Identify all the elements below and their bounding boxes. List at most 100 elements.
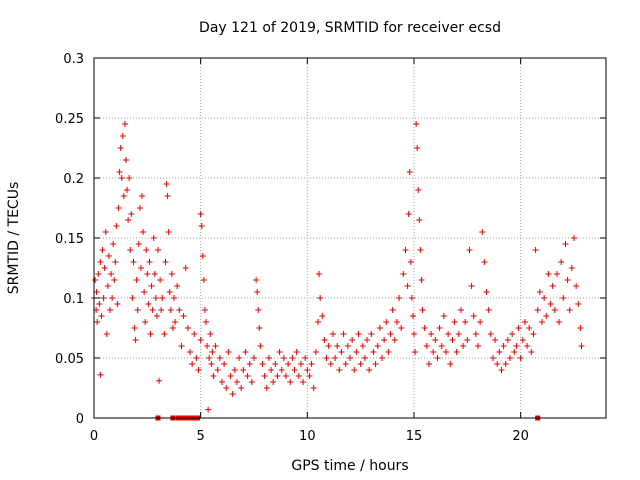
data-point xyxy=(364,337,371,343)
data-point xyxy=(164,193,171,199)
data-point xyxy=(158,307,165,313)
data-point xyxy=(416,217,423,223)
data-point xyxy=(532,247,539,253)
data-point xyxy=(519,337,526,343)
data-point xyxy=(110,241,117,247)
data-point xyxy=(207,331,214,337)
data-point xyxy=(492,337,499,343)
data-point xyxy=(263,385,270,391)
data-point xyxy=(457,307,464,313)
data-point xyxy=(355,331,362,337)
data-point xyxy=(209,349,216,355)
data-point xyxy=(205,406,212,413)
y-tick-label: 0.05 xyxy=(55,352,84,367)
data-point xyxy=(468,283,475,289)
data-point xyxy=(317,295,324,301)
data-point xyxy=(156,377,163,384)
data-point xyxy=(229,391,236,397)
data-point xyxy=(293,349,300,355)
data-point xyxy=(197,211,204,217)
data-point xyxy=(280,355,287,361)
data-point xyxy=(184,325,191,331)
data-point xyxy=(276,349,283,355)
data-point xyxy=(270,379,277,385)
data-point xyxy=(219,379,225,385)
data-point xyxy=(494,361,501,367)
x-tick-label: 10 xyxy=(299,429,316,444)
data-point xyxy=(359,343,366,349)
data-point xyxy=(193,355,200,361)
data-point xyxy=(400,271,407,277)
data-point xyxy=(189,361,196,367)
data-point xyxy=(496,349,503,355)
data-point xyxy=(161,331,168,337)
data-point xyxy=(391,337,398,343)
data-point xyxy=(530,331,537,337)
data-point xyxy=(306,373,313,379)
data-point xyxy=(349,337,356,343)
data-point xyxy=(449,337,456,343)
data-point xyxy=(417,247,424,253)
data-point xyxy=(408,295,415,301)
data-point xyxy=(169,325,176,331)
data-point xyxy=(167,307,174,313)
chart-title: Day 121 of 2019, SRMTID for receiver ecs… xyxy=(199,20,501,36)
x-axis-label: GPS time / hours xyxy=(291,458,408,474)
data-point xyxy=(95,271,102,277)
data-point xyxy=(238,385,245,391)
data-point xyxy=(174,283,181,289)
grid xyxy=(94,58,606,418)
data-point xyxy=(413,121,420,127)
data-point xyxy=(199,253,206,259)
data-point xyxy=(528,349,535,355)
data-point xyxy=(500,343,507,349)
data-point xyxy=(97,371,104,378)
data-point xyxy=(148,283,155,289)
data-point xyxy=(423,343,430,349)
data-point xyxy=(407,259,414,265)
data-point xyxy=(411,331,417,337)
data-point xyxy=(489,355,496,361)
data-point xyxy=(166,289,173,295)
data-point xyxy=(415,187,422,193)
data-point xyxy=(119,133,126,139)
data-point xyxy=(98,313,105,319)
data-point xyxy=(372,361,379,367)
data-point xyxy=(149,307,156,313)
data-point xyxy=(233,379,240,385)
data-point xyxy=(136,205,143,211)
data-point xyxy=(543,313,550,319)
data-point xyxy=(389,307,396,313)
data-point xyxy=(383,319,390,325)
data-point xyxy=(145,301,152,307)
data-point xyxy=(242,349,249,355)
data-point xyxy=(464,337,471,343)
data-point xyxy=(274,373,281,379)
data-point xyxy=(412,349,419,355)
data-point xyxy=(485,307,492,313)
data-point xyxy=(253,277,260,283)
data-point xyxy=(283,373,289,379)
data-point xyxy=(406,169,413,175)
data-point xyxy=(255,307,262,313)
data-point xyxy=(124,187,131,193)
data-point xyxy=(178,343,185,349)
data-point xyxy=(261,373,268,379)
data-point xyxy=(498,367,505,373)
data-point xyxy=(240,367,247,373)
data-point xyxy=(319,313,326,319)
data-point xyxy=(204,343,211,349)
data-point xyxy=(370,349,377,355)
data-point xyxy=(455,331,462,337)
data-point xyxy=(99,247,106,253)
data-point xyxy=(117,145,124,151)
data-point xyxy=(152,295,159,301)
x-tick-label: 20 xyxy=(512,429,529,444)
data-point xyxy=(566,307,573,313)
data-point xyxy=(504,337,511,343)
data-point xyxy=(107,307,113,313)
data-point xyxy=(509,331,516,337)
data-point xyxy=(172,319,179,325)
data-point xyxy=(534,307,541,313)
data-point xyxy=(379,355,385,361)
